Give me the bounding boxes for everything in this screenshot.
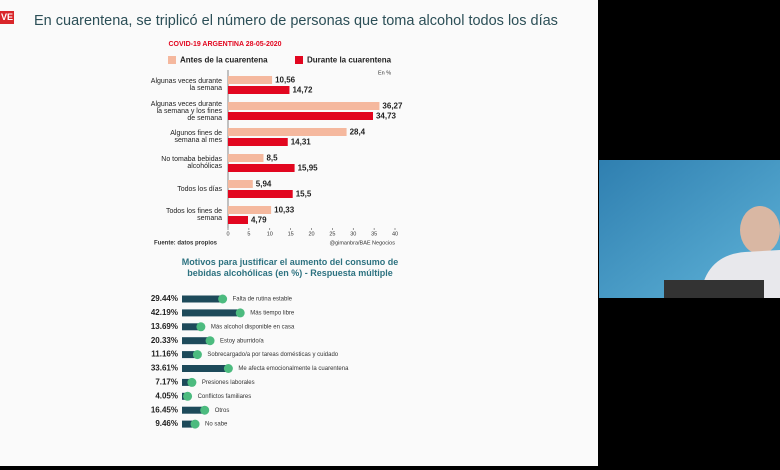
bar <box>182 420 196 428</box>
slide-title: En cuarentena, se triplicó el número de … <box>34 13 558 29</box>
webcam <box>599 160 780 298</box>
x-tick-label: 25 <box>329 231 335 237</box>
x-tick-label: 35 <box>371 231 377 237</box>
category-label: Presiones laborales <box>202 380 255 386</box>
category-label: Más alcohol disponible en casa <box>211 324 295 330</box>
value-label: 28,4 <box>350 128 366 137</box>
chart-title: Motivos para justificar el aumento del c… <box>181 257 399 278</box>
bar-marker <box>192 350 202 360</box>
category-label: No sabe <box>205 422 228 428</box>
value-label: 4.05% <box>155 391 178 400</box>
category-label: Sobrecargado/a por tareas domésticas y c… <box>207 352 338 358</box>
value-label: 9.46% <box>155 419 178 428</box>
bar <box>228 76 273 84</box>
category-label: No tomaba bebidas alcohólicas <box>161 156 222 170</box>
bar <box>228 164 295 172</box>
category-label: Estoy aburrido/a <box>220 338 264 344</box>
bar-marker <box>205 336 215 346</box>
slide <box>0 0 598 466</box>
bar-marker <box>187 377 197 387</box>
bar <box>182 323 201 331</box>
category-label: Algunas veces durante la semana y los fi… <box>150 100 222 122</box>
legend-swatch <box>295 56 303 64</box>
category-label: Conflictos familiares <box>198 394 252 400</box>
value-label: 34,73 <box>376 112 397 121</box>
source: Fuente: datos propios <box>154 241 218 247</box>
legend-swatch <box>168 56 176 64</box>
bar-marker <box>190 419 200 429</box>
category-label: Todos los fines de semana <box>165 208 222 222</box>
category-label: Algunos fines de semana al mes <box>170 130 222 144</box>
value-label: 7.17% <box>155 378 178 387</box>
value-label: 29.44% <box>151 294 178 303</box>
value-label: 8,5 <box>266 154 278 163</box>
legend-label: Durante la cuarentena <box>307 56 392 65</box>
value-label: 5,94 <box>256 180 272 189</box>
bar-marker <box>218 294 228 304</box>
value-label: 10,56 <box>275 76 296 85</box>
bar <box>182 295 223 303</box>
value-label: 11.16% <box>151 350 178 359</box>
value-label: 20.33% <box>151 336 178 345</box>
bar <box>182 365 229 372</box>
value-label: 14,31 <box>291 138 312 147</box>
bar <box>182 309 241 317</box>
chart-subtitle: COVID-19 ARGENTINA 28-05-2020 <box>168 41 281 48</box>
bar <box>182 351 198 359</box>
x-tick-label: 5 <box>247 231 250 237</box>
category-label: Me afecta emocionalmente la cuarentena <box>238 366 349 372</box>
value-label: 36,27 <box>382 102 403 111</box>
bar <box>228 180 253 188</box>
category-label: Más tiempo libre <box>250 310 295 316</box>
bar-marker <box>235 308 245 318</box>
bar <box>228 206 272 214</box>
bar <box>182 337 211 345</box>
live-badge: VE <box>0 11 14 24</box>
bar-marker <box>223 364 233 373</box>
category-label: Todos los días <box>177 185 222 193</box>
bar <box>182 378 192 386</box>
bar <box>228 112 373 120</box>
bar <box>228 86 290 94</box>
value-label: 42.19% <box>151 308 178 317</box>
bar <box>228 102 380 110</box>
x-tick-label: 10 <box>267 231 273 237</box>
legend-label: Antes de la cuarentena <box>180 56 268 65</box>
bar <box>228 216 248 224</box>
x-tick-label: 20 <box>308 231 314 237</box>
value-label: 13.69% <box>151 322 178 331</box>
bar-marker <box>200 405 210 415</box>
bar <box>228 138 288 146</box>
value-label: 4,79 <box>251 216 267 225</box>
category-label: Falta de rutina estable <box>233 297 293 303</box>
x-tick-label: 40 <box>392 231 398 237</box>
bar <box>228 128 347 136</box>
bar <box>182 406 205 414</box>
credit: @gimanbra/BAE Negocios <box>329 240 395 246</box>
category-label: Algunas veces durante la semana <box>150 78 222 92</box>
x-tick-label: 30 <box>350 231 356 237</box>
x-tick-label: 0 <box>226 231 229 237</box>
value-label: 16.45% <box>151 405 178 414</box>
unit-note: En % <box>378 70 391 76</box>
category-label: Otros <box>215 408 230 414</box>
bar <box>228 154 264 162</box>
value-label: 15,95 <box>298 164 319 173</box>
value-label: 33.61% <box>151 364 178 373</box>
value-label: 15,5 <box>296 190 312 199</box>
x-tick-label: 15 <box>288 231 294 237</box>
value-label: 14,72 <box>292 86 313 95</box>
bar-marker <box>196 322 206 332</box>
bar <box>228 190 293 198</box>
value-label: 10,33 <box>274 206 295 215</box>
bar-marker <box>183 391 193 401</box>
